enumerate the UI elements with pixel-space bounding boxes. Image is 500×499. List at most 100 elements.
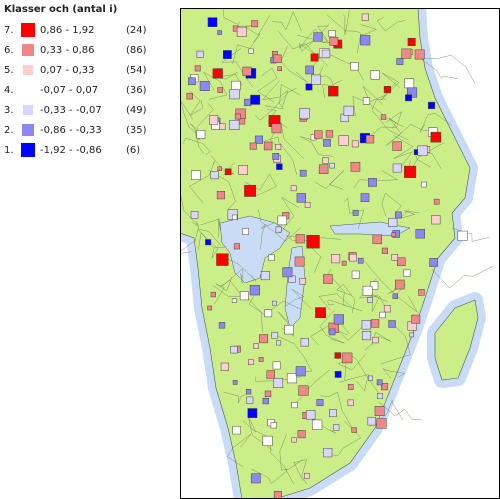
border: [378, 401, 422, 420]
border: [208, 170, 236, 211]
border: [318, 293, 352, 311]
legend-range: 0,07 - 0,33: [40, 64, 95, 76]
legend-count: (86): [126, 44, 147, 56]
municipality-symbol: [207, 305, 212, 311]
municipality-symbol: [271, 123, 282, 134]
municipality-symbol: [277, 215, 287, 226]
border: [200, 218, 221, 238]
municipality-symbol: [367, 297, 373, 303]
municipality-symbol: [291, 437, 297, 443]
municipality-symbol: [328, 30, 336, 38]
municipality-symbol: [365, 134, 375, 144]
municipality-symbol: [333, 314, 344, 325]
legend-row: 1. -1,92 - -0,86 (6): [4, 140, 176, 160]
legend-count: (35): [126, 124, 147, 136]
legend-swatch: [23, 105, 33, 115]
border: [365, 262, 418, 313]
municipality-symbol: [392, 141, 402, 151]
municipality-symbol: [409, 332, 414, 338]
municipality-symbol: [388, 320, 396, 328]
municipality-symbol: [251, 20, 259, 28]
municipality-symbols: [186, 13, 468, 499]
municipality-symbol: [249, 285, 261, 296]
municipality-symbol: [282, 267, 293, 278]
municipality-symbol: [347, 399, 354, 406]
border: [255, 88, 297, 121]
municipality-symbol: [273, 54, 282, 63]
municipality-symbol: [305, 410, 316, 420]
municipality-symbol: [403, 269, 411, 277]
municipality-symbol: [333, 424, 340, 431]
municipality-symbol: [259, 334, 269, 344]
municipality-symbol: [304, 472, 310, 479]
border: [310, 418, 337, 434]
municipality-symbol: [341, 260, 347, 266]
municipality-symbol: [290, 185, 297, 192]
legend-row: 3. -0,33 - -0,07 (49): [4, 100, 176, 120]
border: [264, 83, 301, 110]
municipality-symbol: [294, 256, 305, 267]
border: [353, 170, 399, 189]
border: [189, 160, 215, 204]
border: [393, 135, 414, 172]
municipality-symbol: [233, 243, 240, 250]
border: [319, 309, 345, 344]
municipality-symbol: [216, 253, 229, 266]
border: [285, 288, 312, 310]
municipality-symbol: [244, 98, 252, 107]
gotland: [434, 299, 479, 381]
legend-swatch: [22, 44, 34, 56]
border: [297, 35, 318, 57]
border: [196, 103, 214, 140]
municipality-symbol: [361, 330, 372, 341]
municipality-symbol: [232, 214, 238, 220]
municipality-symbol: [224, 168, 232, 176]
municipality-symbol: [322, 157, 329, 164]
municipality-symbol: [417, 145, 428, 156]
mainland: [180, 8, 471, 499]
municipality-symbol: [381, 383, 389, 391]
municipality-symbol: [217, 30, 222, 35]
border: [337, 354, 366, 380]
border: [220, 268, 244, 298]
border: [381, 192, 402, 217]
municipality-symbol: [367, 416, 376, 426]
border: [380, 319, 411, 365]
municipality-symbol: [260, 271, 270, 281]
municipality-symbol: [298, 385, 309, 396]
municipality-symbol: [232, 380, 238, 385]
municipality-symbol: [383, 86, 391, 94]
municipality-symbol: [362, 97, 370, 105]
legend-title: Klasser och (antal i): [4, 4, 118, 15]
municipality-symbol: [395, 279, 405, 290]
municipality-symbol: [234, 113, 241, 120]
municipality-symbol: [395, 211, 402, 219]
municipality-symbol: [429, 258, 438, 267]
municipality-symbol: [299, 108, 310, 119]
municipality-symbol: [246, 396, 254, 404]
municipality-symbol: [431, 215, 441, 225]
municipality-symbol: [391, 232, 397, 238]
municipality-symbol: [242, 66, 252, 76]
border: [357, 24, 377, 54]
legend: Klasser och (antal i) 7. 0,86 - 1,92 (24) 6…: [4, 4, 176, 160]
municipality-symbol: [391, 253, 399, 261]
municipality-symbol: [392, 163, 402, 173]
municipality-symbol: [350, 161, 361, 172]
border: [261, 136, 297, 175]
municipality-symbol: [380, 114, 387, 120]
municipality-symbol: [242, 228, 250, 235]
municipality-symbol: [276, 163, 283, 170]
municipality-symbol: [357, 257, 364, 264]
border: [299, 136, 333, 157]
municipality-symbol: [199, 81, 210, 91]
municipality-symbol: [329, 162, 335, 169]
municipality-symbol: [210, 291, 216, 298]
municipality-symbol: [383, 305, 391, 313]
border: [189, 123, 204, 154]
border: [180, 221, 199, 254]
municipality-symbol: [328, 328, 336, 336]
legend-range: -0,86 - -0,33: [40, 124, 102, 136]
municipality-symbol: [368, 178, 377, 187]
